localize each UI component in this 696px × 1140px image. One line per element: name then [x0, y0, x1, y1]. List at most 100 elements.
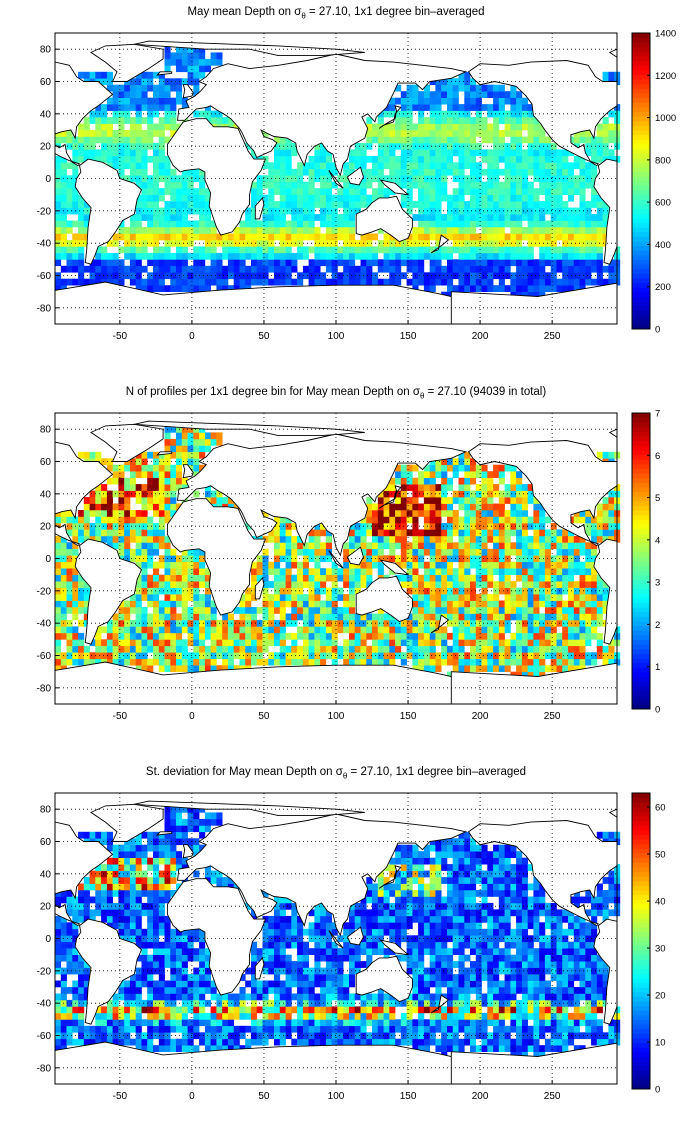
heat-cell — [135, 607, 142, 614]
heat-cell — [153, 278, 160, 286]
heat-cell — [256, 265, 263, 273]
heat-cell — [527, 155, 534, 163]
heat-cell — [539, 645, 546, 653]
heat-cell — [320, 658, 327, 666]
heat-cell — [423, 548, 430, 556]
heat-cell — [452, 149, 459, 157]
heat-cell — [435, 497, 442, 504]
heat-cell — [591, 239, 598, 247]
heat-cell — [487, 594, 494, 601]
heat-cell — [493, 639, 500, 647]
heat-cell — [516, 639, 523, 647]
y-tick-label: 40 — [40, 109, 52, 120]
heat-cell — [452, 233, 459, 241]
heat-cell — [106, 97, 113, 105]
heat-cell — [412, 542, 419, 550]
heat-cell — [274, 548, 281, 556]
heat-cell — [568, 626, 575, 634]
heat-cell — [308, 278, 315, 286]
heat-cell — [447, 522, 454, 530]
heat-cell — [602, 227, 609, 234]
heat-cell — [516, 607, 523, 614]
heat-cell — [343, 188, 350, 195]
heat-cell — [320, 548, 327, 556]
heat-cell — [135, 220, 142, 228]
heat-cell — [504, 168, 511, 176]
heat-cell — [412, 594, 419, 601]
heat-cell — [325, 542, 332, 550]
heat-cell — [562, 214, 569, 221]
heat-cell — [78, 1038, 85, 1046]
heat-cell — [429, 658, 436, 666]
heat-cell — [204, 581, 211, 588]
colorbar-segment — [632, 181, 650, 187]
heat-cell — [498, 581, 505, 588]
heat-cell — [354, 581, 361, 588]
heat-cell — [343, 233, 350, 241]
heat-cell — [487, 104, 494, 111]
heat-cell — [372, 626, 379, 634]
heat-cell — [470, 149, 477, 157]
heat-cell — [129, 658, 136, 666]
heat-cell — [493, 568, 500, 575]
heat-cell — [429, 510, 436, 517]
heat-cell — [118, 645, 125, 653]
heat-cell — [608, 658, 615, 666]
heat-cell — [337, 619, 344, 627]
heat-cell — [285, 548, 292, 556]
heat-cell — [539, 136, 546, 144]
heat-cell — [187, 445, 194, 453]
heat-cell — [383, 142, 390, 150]
heat-cell — [193, 607, 200, 614]
heat-cell — [124, 516, 131, 524]
heat-cell — [585, 619, 592, 627]
colorbar-segment — [632, 102, 650, 108]
heat-cell — [95, 272, 102, 280]
heat-cell — [539, 581, 546, 588]
heat-cell — [475, 594, 482, 601]
heat-cell — [389, 522, 396, 530]
heat-cell — [464, 136, 471, 144]
land-outline — [653, 421, 696, 436]
heat-cell — [521, 645, 528, 653]
heat-cell — [210, 639, 217, 647]
heat-cell — [585, 574, 592, 582]
heat-cell — [251, 181, 258, 189]
heat-cell — [66, 922, 73, 930]
heat-cell — [95, 870, 102, 878]
heat-cell — [498, 665, 505, 672]
heat-cell — [66, 967, 73, 975]
heat-cell — [181, 285, 188, 292]
heat-cell — [562, 561, 569, 569]
heat-cell — [331, 587, 338, 595]
heat-cell — [141, 639, 148, 647]
heat-cell — [262, 227, 269, 234]
heat-cell — [187, 652, 194, 660]
colorbar-segment — [632, 436, 650, 442]
heat-cell — [227, 233, 234, 241]
heat-cell — [187, 548, 194, 556]
heat-cell — [596, 194, 603, 202]
heat-cell — [118, 84, 125, 92]
heat-cell — [181, 239, 188, 247]
heat-cell — [423, 117, 430, 124]
land-outline — [653, 41, 696, 56]
heat-cell — [539, 510, 546, 517]
heat-cell — [118, 259, 125, 267]
heat-cell — [83, 510, 90, 517]
heat-cell — [245, 600, 252, 608]
heat-cell — [89, 883, 96, 891]
heat-cell — [544, 252, 551, 260]
heat-cell — [331, 220, 338, 228]
heat-cell — [481, 594, 488, 601]
heat-cell — [302, 194, 309, 202]
heat-cell — [406, 91, 413, 98]
heat-cell — [458, 619, 465, 627]
heat-cell — [493, 658, 500, 666]
heat-cell — [170, 464, 177, 472]
heat-cell — [199, 246, 206, 254]
heat-cell — [291, 259, 298, 267]
heat-cell — [118, 535, 125, 543]
heat-cell — [141, 142, 148, 150]
heat-cell — [527, 285, 534, 292]
